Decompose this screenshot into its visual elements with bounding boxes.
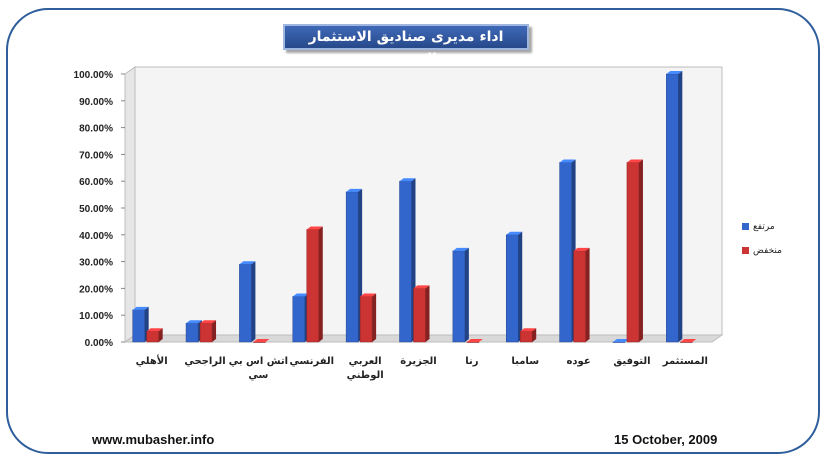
bar-down <box>680 341 693 343</box>
legend-label-down: منخفض <box>753 246 782 256</box>
x-tick-label: التوفيق <box>613 356 650 367</box>
bar-top-up <box>132 306 149 310</box>
bar-top-up <box>292 293 309 297</box>
bar-down <box>413 288 426 343</box>
bar-down <box>626 162 640 343</box>
bar-side-down <box>532 328 537 342</box>
y-tick-label: 70.00% <box>79 150 113 161</box>
x-tick-label: العربي <box>349 356 382 367</box>
x-tick-label: الجزيرة <box>400 356 437 367</box>
legend: مرتفع منخفض <box>742 222 782 256</box>
bar-up <box>132 309 145 343</box>
x-tick-label: الأهلي <box>136 354 168 367</box>
bar-top-up <box>612 339 629 342</box>
y-tick-label: 10.00% <box>79 311 113 322</box>
x-tick-label: عوده <box>567 356 591 367</box>
bar-up <box>239 264 252 343</box>
plot-side-wall <box>124 66 136 343</box>
bar-side-up <box>678 71 683 342</box>
y-tick-label: 80.00% <box>79 124 113 135</box>
bar-top-up <box>666 71 683 74</box>
legend-label-up: مرتفع <box>753 222 775 232</box>
bar-top-down <box>680 339 697 342</box>
bar-up <box>345 191 359 343</box>
bar-down <box>146 331 159 343</box>
legend-item-up: مرتفع <box>742 222 782 232</box>
y-tick-label: 30.00% <box>79 258 113 269</box>
footer-website: www.mubasher.info <box>92 432 215 447</box>
bar-top-up <box>239 261 256 265</box>
bar-top-down <box>466 339 483 342</box>
bar-top-down <box>200 320 217 324</box>
bar-side-down <box>212 320 217 342</box>
bar-top-up <box>506 231 523 235</box>
bar-side-down <box>585 247 590 342</box>
x-tick-label: رنا <box>465 356 479 367</box>
bar-side-down <box>425 285 430 342</box>
bar-down <box>466 341 480 343</box>
bar-up <box>292 296 306 343</box>
bar-side-up <box>251 261 256 342</box>
bar-up <box>505 234 519 343</box>
bar-up <box>666 73 679 343</box>
bar-top-down <box>626 159 643 163</box>
bar-down <box>306 229 320 343</box>
legend-item-down: منخفض <box>742 246 782 256</box>
bar-down <box>359 296 373 343</box>
x-tick-label: الوطني <box>347 370 384 381</box>
footer-date: 15 October, 2009 <box>614 432 718 447</box>
bar-top-down <box>306 226 323 230</box>
x-tick-label: الفرنسي <box>289 356 334 367</box>
bar-up <box>559 162 572 343</box>
bar-top-down <box>360 293 377 297</box>
bar-down <box>253 341 266 343</box>
bar-side-up <box>518 231 523 342</box>
y-tick-label: 100.00% <box>74 70 114 81</box>
bar-down <box>199 322 213 343</box>
bar-up <box>452 250 466 343</box>
bar-up <box>185 322 199 343</box>
x-tick-label: سامبا <box>511 356 539 367</box>
y-tick-label: 40.00% <box>79 231 113 242</box>
chart-title: اداء مديرى صناديق الاستثمار السعودية <box>283 24 529 67</box>
bar-side-down <box>372 293 377 342</box>
x-tick-label: المستثمر <box>662 356 708 367</box>
bar-top-down <box>520 328 537 332</box>
x-tick-label: اتش اس بي <box>229 356 288 367</box>
x-tick-label: سي <box>248 370 268 381</box>
bar-top-up <box>399 178 416 182</box>
bar-top-down <box>146 328 163 332</box>
bar-top-up <box>452 247 469 251</box>
bar-top-down <box>573 247 590 251</box>
bar-top-up <box>186 320 203 324</box>
y-tick-label: 90.00% <box>79 97 113 108</box>
bar-top-down <box>253 339 270 342</box>
bar-top-up <box>346 188 363 192</box>
y-tick-label: 60.00% <box>79 177 113 188</box>
bar-up <box>399 180 412 343</box>
bar-side-down <box>318 226 323 342</box>
y-tick-label: 0.00% <box>85 338 113 349</box>
x-tick-label: الراجحي <box>184 356 225 367</box>
bar-side-down <box>638 159 643 342</box>
bar-side-down <box>158 328 163 342</box>
bar-top-down <box>413 285 430 289</box>
legend-swatch-up <box>742 223 749 230</box>
bar-top-up <box>559 159 576 163</box>
bar-down <box>519 331 533 343</box>
bar-down <box>573 250 586 343</box>
y-tick-label: 50.00% <box>79 204 113 215</box>
bar-side-up <box>464 247 469 342</box>
bar-up <box>612 341 626 343</box>
legend-swatch-down <box>742 247 749 254</box>
y-tick-label: 20.00% <box>79 284 113 295</box>
